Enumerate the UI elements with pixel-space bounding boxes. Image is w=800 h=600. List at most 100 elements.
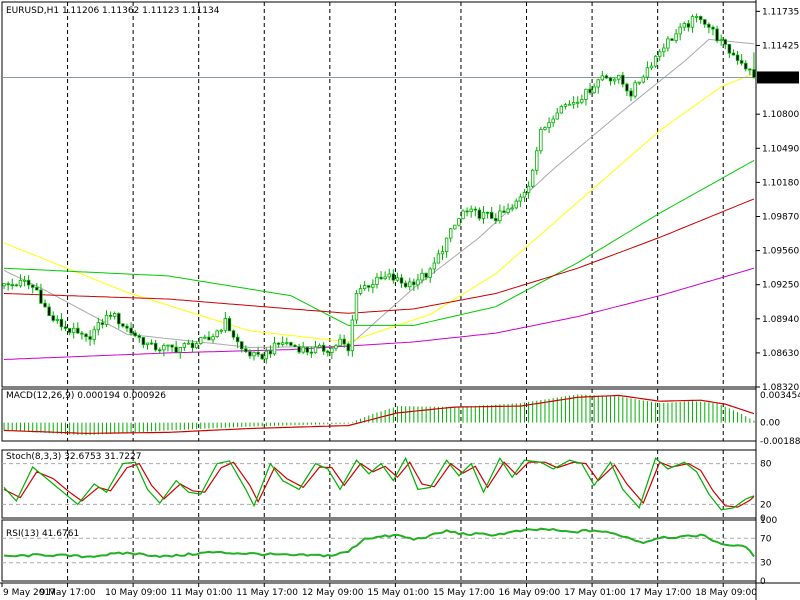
candle-body-bullish (559, 105, 564, 114)
candle (346, 342, 350, 357)
candle-body-bearish (752, 69, 756, 78)
candle (362, 280, 367, 291)
candle (518, 193, 523, 208)
candle-body-bearish (489, 212, 494, 219)
candle (190, 339, 195, 353)
moving-average-line-2 (3, 73, 755, 343)
candle-body-bullish (543, 127, 547, 130)
candle-body-bullish (395, 277, 400, 281)
candle-body-bullish (617, 74, 621, 80)
candle-body-bearish (207, 336, 211, 341)
time-axis-tick-label: 11 May 17:00 (236, 588, 298, 598)
candle-body-bearish (158, 349, 162, 352)
candle-body-bullish (662, 47, 666, 53)
candle (461, 209, 465, 220)
candle (117, 312, 121, 329)
candle-body-bullish (547, 122, 551, 129)
candle (379, 271, 383, 281)
macd-axis-tick-label: -0.001885 (760, 437, 800, 447)
candle-body-bullish (682, 23, 686, 28)
candle-body-bearish (170, 344, 174, 348)
candle (555, 107, 559, 120)
candle-body-bullish (96, 322, 100, 331)
rsi-pane-frame (1, 519, 757, 582)
candle (744, 60, 748, 72)
candle (43, 299, 47, 308)
candle-body-bearish (465, 210, 469, 213)
candle (248, 349, 252, 359)
candle-body-bullish (72, 327, 76, 333)
candle-body-bullish (719, 39, 723, 42)
candle (178, 346, 182, 359)
candle (211, 333, 215, 344)
candle-body-bullish (530, 169, 535, 187)
candle-body-bearish (604, 75, 609, 79)
stoch-pane-frame (1, 449, 757, 519)
candle (59, 313, 64, 331)
candle (67, 328, 72, 336)
candle (166, 344, 170, 352)
rsi-axis-tick-label: 100 (760, 516, 777, 526)
candle (432, 257, 437, 274)
candle (121, 323, 125, 328)
candle (403, 280, 408, 289)
candle-body-bearish (153, 342, 158, 351)
candle-body-bullish (383, 276, 387, 280)
candle-body-bearish (276, 342, 281, 345)
price-axis-tick-label: 1.08630 (762, 349, 799, 359)
candle-body-bearish (100, 322, 105, 325)
candle (576, 96, 580, 108)
candle-body-bullish (375, 276, 379, 285)
candle-body-bullish (203, 336, 207, 339)
candle-body-bullish (55, 318, 60, 321)
candle-body-bearish (379, 276, 383, 280)
candle-body-bearish (735, 54, 740, 61)
moving-average-line-4 (3, 198, 755, 314)
candle-body-bullish (633, 82, 637, 97)
moving-average-line-3 (3, 159, 755, 326)
candle-body-bullish (563, 104, 568, 107)
candle (358, 284, 363, 296)
candle (207, 331, 211, 341)
candle-body-bullish (571, 102, 576, 105)
candle-body-bullish (428, 268, 432, 278)
candle-body-bullish (211, 336, 215, 341)
candle-body-bullish (199, 337, 203, 344)
candle-body-bearish (608, 77, 613, 82)
candle (485, 211, 490, 219)
candle-body-bullish (457, 218, 461, 226)
candle-body-bullish (436, 253, 441, 264)
candle (731, 49, 736, 56)
candle-body-bearish (744, 62, 748, 70)
candle-body-bearish (76, 327, 80, 334)
candle-body-bullish (567, 103, 572, 106)
candle-body-bearish (26, 279, 31, 286)
candle-body-bullish (112, 313, 117, 317)
candle-body-bearish (342, 338, 346, 345)
candle-body-bearish (125, 325, 129, 329)
time-axis-tick-label: 9 May 2017 (3, 588, 56, 598)
candle-body-bullish (330, 347, 334, 353)
candle (424, 272, 428, 281)
candle (199, 336, 203, 345)
candle (719, 34, 723, 46)
candle (502, 205, 506, 214)
candle (645, 61, 650, 81)
price-axis-tick-label: 1.11425 (762, 41, 799, 51)
candle-body-bearish (748, 68, 752, 71)
candle-body-bearish (403, 282, 408, 288)
candle-body-bearish (703, 19, 707, 25)
candle (449, 228, 453, 243)
candle (285, 337, 289, 346)
candle (264, 347, 269, 364)
candle-body-bullish (674, 33, 678, 41)
candle-body-bearish (260, 353, 264, 360)
candle (383, 271, 387, 281)
candle (223, 312, 228, 333)
candle-body-bearish (367, 285, 371, 288)
candle (301, 341, 305, 354)
candle-body-bearish (321, 344, 326, 352)
candle (559, 104, 564, 114)
candle (240, 341, 244, 353)
candle-body-bearish (293, 344, 297, 348)
